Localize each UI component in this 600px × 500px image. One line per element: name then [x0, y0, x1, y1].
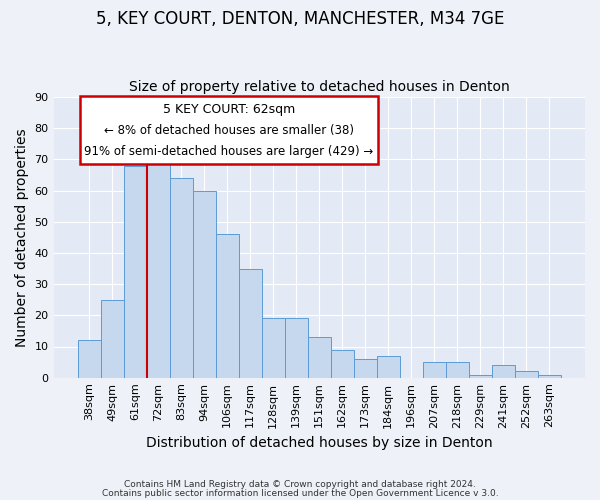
Text: 5 KEY COURT: 62sqm: 5 KEY COURT: 62sqm [163, 102, 295, 116]
Bar [538, 374, 561, 378]
Bar [124, 166, 147, 378]
Bar [446, 362, 469, 378]
Bar [354, 359, 377, 378]
Bar [101, 300, 124, 378]
Text: Contains public sector information licensed under the Open Government Licence v : Contains public sector information licen… [101, 490, 499, 498]
Bar [285, 318, 308, 378]
Bar [147, 150, 170, 378]
Bar [308, 337, 331, 378]
Bar [216, 234, 239, 378]
Bar [77, 340, 101, 378]
Bar [193, 190, 216, 378]
Bar [262, 318, 285, 378]
Bar [423, 362, 446, 378]
Bar [469, 374, 492, 378]
Bar [492, 365, 515, 378]
FancyBboxPatch shape [80, 96, 378, 164]
Bar [170, 178, 193, 378]
Text: ← 8% of detached houses are smaller (38): ← 8% of detached houses are smaller (38) [104, 124, 354, 136]
Bar [331, 350, 354, 378]
Text: Contains HM Land Registry data © Crown copyright and database right 2024.: Contains HM Land Registry data © Crown c… [124, 480, 476, 489]
Bar [515, 372, 538, 378]
Text: 91% of semi-detached houses are larger (429) →: 91% of semi-detached houses are larger (… [84, 145, 374, 158]
Bar [377, 356, 400, 378]
Title: Size of property relative to detached houses in Denton: Size of property relative to detached ho… [129, 80, 509, 94]
X-axis label: Distribution of detached houses by size in Denton: Distribution of detached houses by size … [146, 436, 493, 450]
Bar [239, 268, 262, 378]
Y-axis label: Number of detached properties: Number of detached properties [15, 128, 29, 346]
Text: 5, KEY COURT, DENTON, MANCHESTER, M34 7GE: 5, KEY COURT, DENTON, MANCHESTER, M34 7G… [96, 10, 504, 28]
